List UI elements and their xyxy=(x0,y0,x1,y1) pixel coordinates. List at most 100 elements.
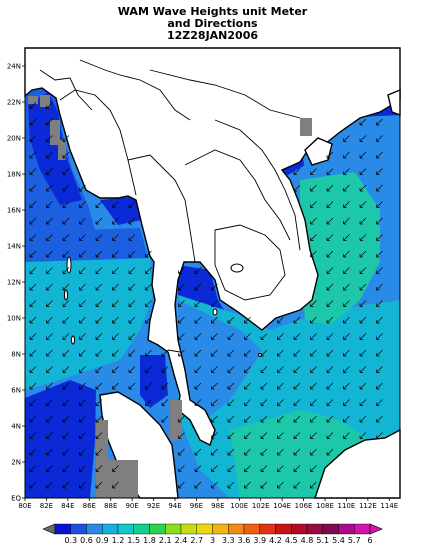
wave-arrow xyxy=(29,415,37,423)
wave-arrow xyxy=(310,382,317,390)
legend-swatch xyxy=(212,523,229,535)
border-myanmar-north xyxy=(79,59,191,121)
wave-arrow xyxy=(227,349,235,357)
wave-arrow xyxy=(227,382,235,390)
wave-arrow xyxy=(326,366,334,373)
legend-label: 6 xyxy=(367,536,372,545)
wave-arrow xyxy=(62,267,70,274)
wave-arrow xyxy=(79,366,86,373)
x-tick-label: 98E xyxy=(211,502,224,510)
wave-arrow xyxy=(359,217,367,225)
missing-data-cells xyxy=(28,95,312,498)
wave-arrow xyxy=(95,349,103,357)
wave-arrow xyxy=(211,382,218,390)
wave-arrow xyxy=(326,283,334,291)
wave-arrow xyxy=(194,382,202,390)
wave-arrow xyxy=(62,481,70,489)
wave-arrow xyxy=(293,333,301,340)
wave-arrow xyxy=(376,118,383,126)
wave-arrow xyxy=(194,300,202,307)
wave-arrow xyxy=(46,102,53,109)
wave-arrow xyxy=(194,465,202,472)
wave-arrow xyxy=(194,267,202,274)
wave-arrow xyxy=(62,300,70,307)
legend-swatch xyxy=(86,523,103,535)
wave-arrow xyxy=(112,217,119,225)
wave-arrow xyxy=(277,366,284,373)
wave-arrow xyxy=(95,201,103,208)
wave-arrow xyxy=(277,432,284,439)
wave-arrow xyxy=(161,382,169,390)
legend-swatch xyxy=(196,523,213,535)
wave-direction-arrows xyxy=(29,102,383,489)
wave-arrow xyxy=(145,283,152,291)
wave-arrow xyxy=(326,151,334,159)
wave-arrow xyxy=(46,382,53,390)
wave-arrow xyxy=(29,399,37,406)
wave-arrow xyxy=(326,184,334,192)
wave-arrow xyxy=(343,382,350,390)
wave-arrow xyxy=(277,481,284,489)
island-andaman-2 xyxy=(64,289,68,301)
wave-arrow xyxy=(376,151,383,159)
wave-arrow xyxy=(29,250,37,258)
wave-arrow xyxy=(227,316,235,324)
wave-arrow xyxy=(62,382,70,390)
zone-andaman-sea-dark xyxy=(140,355,168,408)
wave-arrow xyxy=(46,465,53,472)
wave-arrow xyxy=(211,432,218,439)
wave-arrow xyxy=(178,349,185,357)
wave-arrow xyxy=(194,399,202,406)
wave-arrow xyxy=(79,217,86,225)
wave-arrow xyxy=(359,168,367,175)
wave-arrow xyxy=(277,382,284,390)
wave-arrow xyxy=(310,349,317,357)
map-title-line-2: and Directions xyxy=(167,17,258,30)
wave-arrow xyxy=(46,217,53,225)
wave-arrow xyxy=(260,448,268,456)
y-tick-label: EQ xyxy=(11,495,21,503)
wave-arrow xyxy=(359,333,367,340)
legend-label: 0.3 xyxy=(64,536,77,545)
x-tick-label: 100E xyxy=(230,502,248,510)
wave-arrow xyxy=(95,300,103,307)
wave-arrow xyxy=(95,415,103,423)
wave-arrow xyxy=(29,151,37,159)
wave-arrow xyxy=(178,481,185,489)
wave-arrow xyxy=(260,382,268,390)
wave-arrow xyxy=(128,333,136,340)
wave-arrow xyxy=(376,349,383,357)
zone-bob-south-cyan xyxy=(25,258,152,390)
wave-arrow xyxy=(326,234,334,241)
map-frame xyxy=(24,47,401,499)
wave-arrow xyxy=(178,300,185,307)
wave-arrow xyxy=(79,283,86,291)
wave-arrow xyxy=(178,448,185,456)
wave-arrow xyxy=(359,184,367,192)
wave-arrow xyxy=(128,283,136,291)
wave-arrow xyxy=(194,316,202,324)
wave-arrow xyxy=(343,234,350,241)
zone-bob-central xyxy=(25,228,148,262)
wave-arrow xyxy=(194,481,202,489)
wave-arrow xyxy=(95,316,103,324)
wave-arrow xyxy=(62,415,70,423)
y-tick-label: 24N xyxy=(7,63,21,71)
wave-arrow xyxy=(310,217,317,225)
zone-bob-coast-dark xyxy=(28,92,82,205)
wave-arrow xyxy=(260,333,268,340)
wave-arrow xyxy=(293,168,301,175)
wave-arrow xyxy=(310,465,317,472)
wave-arrow xyxy=(293,316,301,324)
wave-arrow xyxy=(326,316,334,324)
wave-arrow xyxy=(46,151,53,159)
wave-arrow xyxy=(343,399,350,406)
legend-label: 5.1 xyxy=(316,536,329,545)
wave-arrow xyxy=(343,349,350,357)
wave-arrow xyxy=(112,316,119,324)
wave-arrow xyxy=(29,382,37,390)
wave-arrow xyxy=(62,151,70,159)
wave-arrow xyxy=(95,250,103,258)
land-hainan xyxy=(304,137,333,166)
legend-swatch xyxy=(149,523,166,535)
